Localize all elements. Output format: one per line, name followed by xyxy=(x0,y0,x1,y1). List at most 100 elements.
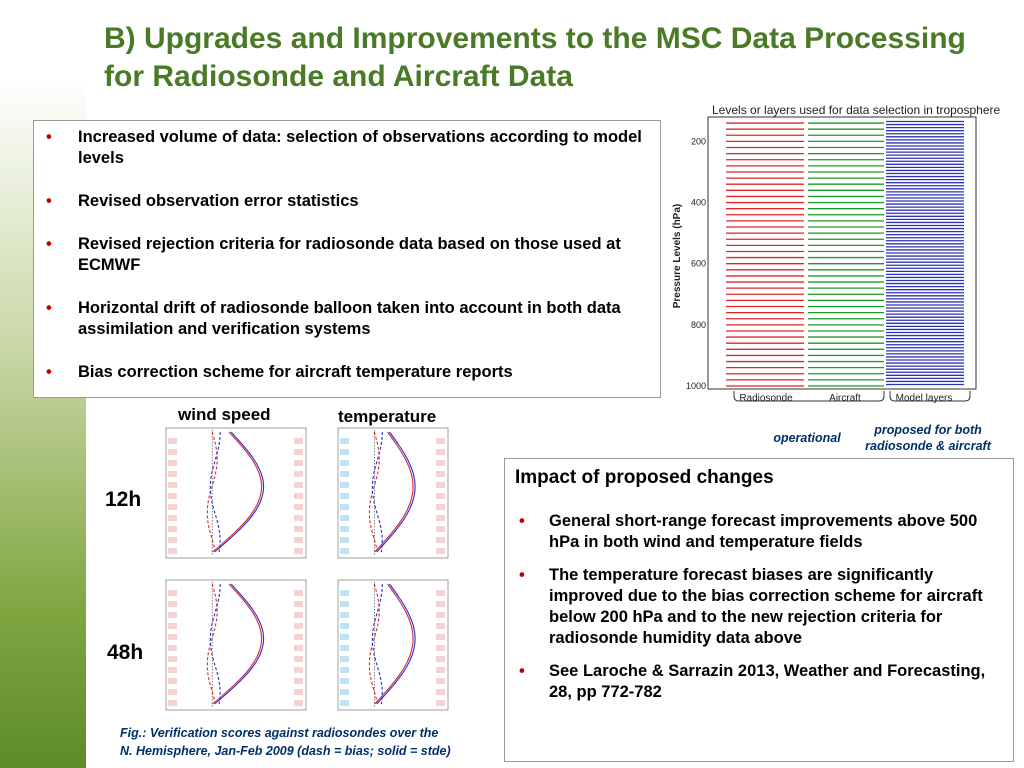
count-cell xyxy=(340,537,349,543)
bullet-dot-icon: • xyxy=(46,192,52,210)
verif-panel-frame xyxy=(337,427,449,559)
count-cell xyxy=(436,493,445,499)
bullet-item: • Bias correction scheme for aircraft tem… xyxy=(34,362,660,383)
count-cell xyxy=(168,645,177,651)
count-cell xyxy=(168,612,177,618)
proposed-bracket xyxy=(889,391,971,402)
stde-curve-red xyxy=(374,431,414,553)
count-cell xyxy=(340,515,349,521)
count-cell xyxy=(168,493,177,499)
figure-caption: Fig.: Verification scores against radios… xyxy=(120,724,451,760)
count-cell xyxy=(436,482,445,488)
impact-item: • The temperature forecast biases are sig… xyxy=(515,565,1001,649)
count-cell xyxy=(436,689,445,695)
impact-text: General short-range forecast improvement… xyxy=(549,512,978,551)
count-cell xyxy=(436,504,445,510)
levels-y-tick-label: 1000 xyxy=(686,381,706,391)
count-cell xyxy=(168,537,177,543)
levels-y-tick-label: 400 xyxy=(691,198,706,208)
impact-title: Impact of proposed changes xyxy=(515,467,774,488)
count-cell xyxy=(168,601,177,607)
count-cell xyxy=(294,504,303,510)
count-cell xyxy=(436,645,445,651)
bullet-dot-icon: • xyxy=(46,128,52,146)
count-cell xyxy=(340,504,349,510)
count-cell xyxy=(294,482,303,488)
verif-panel-frame xyxy=(165,579,307,711)
count-cell xyxy=(340,612,349,618)
count-cell xyxy=(168,438,177,444)
count-cell xyxy=(340,471,349,477)
count-cell xyxy=(294,601,303,607)
count-cell xyxy=(340,601,349,607)
count-cell xyxy=(340,645,349,651)
count-cell xyxy=(168,634,177,640)
count-cell xyxy=(294,515,303,521)
bullet-dot-icon: • xyxy=(519,662,525,680)
count-cell xyxy=(294,612,303,618)
count-cell xyxy=(340,689,349,695)
count-cell xyxy=(436,700,445,706)
count-cell xyxy=(340,656,349,662)
bullet-item: • Increased volume of data: selection of … xyxy=(34,127,660,169)
row-label-12h: 12h xyxy=(105,488,142,511)
column-label-aircraft: Aircraft xyxy=(829,393,861,404)
bullet-item: • Revised observation error statistics xyxy=(34,191,660,212)
count-cell xyxy=(340,623,349,629)
bullet-dot-icon: • xyxy=(46,235,52,253)
count-cell xyxy=(436,449,445,455)
stde-curve-red xyxy=(374,583,414,705)
bullet-text: Bias correction scheme for aircraft temp… xyxy=(78,363,513,381)
count-cell xyxy=(168,526,177,532)
verif-panel-frame xyxy=(165,427,307,559)
count-cell xyxy=(294,548,303,554)
count-cell xyxy=(294,526,303,532)
count-cell xyxy=(168,460,177,466)
bullet-text: Revised rejection criteria for radiosond… xyxy=(78,235,621,274)
count-cell xyxy=(436,667,445,673)
upgrades-bullet-box: • Increased volume of data: selection of … xyxy=(33,120,661,398)
count-cell xyxy=(294,449,303,455)
bias-curve-blue xyxy=(209,583,221,705)
impact-item: • See Laroche & Sarrazin 2013, Weather an… xyxy=(515,661,1001,703)
wind-speed-label: wind speed xyxy=(178,405,271,424)
stde-curve-red xyxy=(212,431,263,553)
bullet-text: Increased volume of data: selection of o… xyxy=(78,128,642,167)
count-cell xyxy=(436,515,445,521)
count-cell xyxy=(340,548,349,554)
count-cell xyxy=(168,656,177,662)
column-label-radiosonde: Radiosonde xyxy=(739,393,793,404)
bullet-item: • Horizontal drift of radiosonde balloon … xyxy=(34,298,660,340)
count-cell xyxy=(168,623,177,629)
count-cell xyxy=(294,678,303,684)
stde-curve-blue xyxy=(214,583,265,705)
levels-y-tick-label: 200 xyxy=(691,136,706,146)
count-cell xyxy=(294,656,303,662)
count-cell xyxy=(294,689,303,695)
stde-curve-blue xyxy=(376,583,416,705)
count-cell xyxy=(168,449,177,455)
caption-line-1: Fig.: Verification scores against radios… xyxy=(120,726,439,740)
impact-text: The temperature forecast biases are sign… xyxy=(549,566,983,647)
count-cell xyxy=(168,515,177,521)
count-cell xyxy=(436,678,445,684)
levels-plot-title: Levels or layers used for data selection… xyxy=(712,103,1001,117)
count-cell xyxy=(168,689,177,695)
bullet-dot-icon: • xyxy=(519,512,525,530)
count-cell xyxy=(436,590,445,596)
proposed-note: proposed for both radiosonde & aircraft xyxy=(865,423,991,453)
temperature-label: temperature xyxy=(338,407,437,426)
verif-panel-frame xyxy=(337,579,449,711)
count-cell xyxy=(340,460,349,466)
count-cell xyxy=(436,612,445,618)
verification-panels xyxy=(165,427,449,711)
count-cell xyxy=(294,634,303,640)
levels-y-tick-label: 800 xyxy=(691,320,706,330)
count-cell xyxy=(436,634,445,640)
count-cell xyxy=(168,667,177,673)
count-cell xyxy=(294,438,303,444)
impact-box: Impact of proposed changes • General shor… xyxy=(504,458,1014,762)
count-cell xyxy=(294,493,303,499)
count-cell xyxy=(436,656,445,662)
count-cell xyxy=(340,634,349,640)
